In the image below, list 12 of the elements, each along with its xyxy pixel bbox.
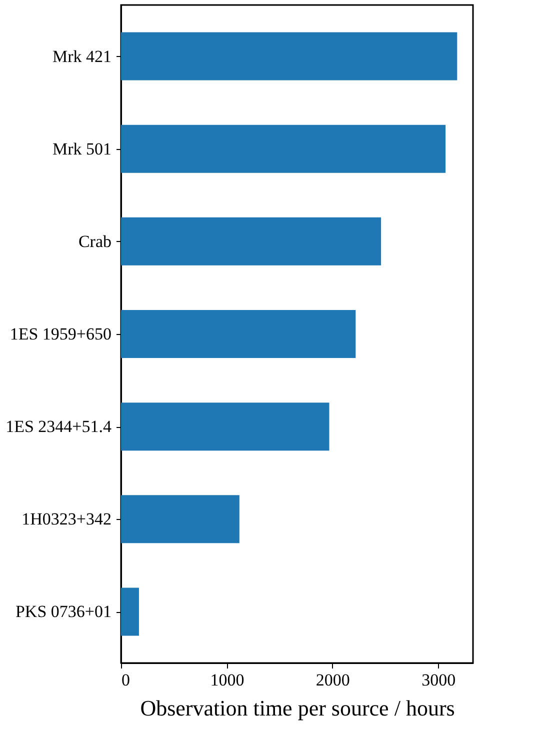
x-tick-label: 0 [122, 670, 130, 690]
y-tick-label: Mrk 501 [52, 139, 112, 158]
x-tick-label: 1000 [210, 670, 244, 690]
y-tick-label: 1H0323+342 [22, 510, 112, 529]
y-tick-label: 1ES 1959+650 [10, 324, 112, 344]
y-tick-label: Crab [78, 232, 112, 251]
y-tick-label: 1ES 2344+51.4 [6, 417, 112, 436]
y-tick-label: Mrk 421 [52, 46, 112, 66]
y-tick-label: PKS 0736+01 [15, 602, 112, 622]
x-tick-label: 3000 [422, 670, 456, 690]
x-tick-label: 2000 [316, 670, 350, 690]
x-axis-title: Observation time per source / hours [140, 696, 455, 720]
